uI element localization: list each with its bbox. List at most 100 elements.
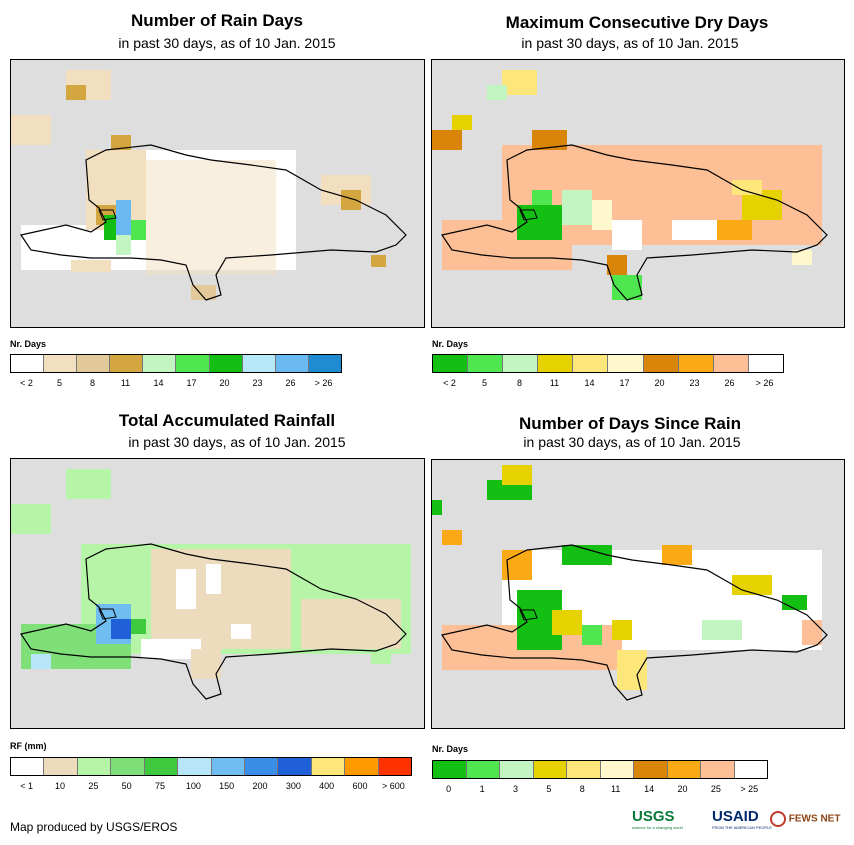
legend-swatch (466, 761, 500, 778)
legend-swatch (433, 761, 467, 778)
legend-tick-label: 11 (611, 784, 621, 794)
legend-swatch (211, 758, 245, 775)
legend-swatch (538, 355, 574, 372)
grid-cells (11, 70, 386, 300)
legend-tick-label: 8 (89, 378, 96, 388)
legend-tick-label: 25 (710, 784, 721, 794)
legend-swatch (44, 355, 78, 372)
legend-tick-label: 26 (285, 378, 296, 388)
panel-title-rainfall: Total Accumulated Rainfall (118, 411, 336, 430)
panel-title-since-rain: Number of Days Since Rain (518, 414, 741, 433)
legend-swatch (110, 355, 144, 372)
legend-tick-label: 20 (219, 378, 230, 388)
legend-tick-label: 3 (512, 784, 519, 794)
panel-subtitle-rainfall: in past 30 days, as of 10 Jan. 2015 (128, 434, 346, 450)
legend-swatch (311, 758, 346, 775)
legend-swatch (701, 761, 735, 778)
legend-tick-label: > 600 (381, 781, 405, 791)
legend-tick-label: 150 (219, 781, 235, 791)
usgs-logo: USGS science for a changing world (632, 808, 683, 830)
map-rain-days (10, 59, 425, 328)
legend-tick-label: > 26 (314, 378, 333, 388)
legend-swatch (608, 355, 644, 372)
legend-swatch (533, 761, 567, 778)
legend-title-rainfall: RF (mm) (10, 741, 47, 751)
panel-title-rain-days: Number of Rain Days (131, 11, 303, 30)
map-canvas (432, 70, 828, 301)
map-canvas (432, 465, 828, 701)
legend-tick-label: 11 (120, 378, 131, 388)
legend-tick-label: 300 (285, 781, 301, 791)
legend-tick-label: 17 (186, 378, 197, 388)
legend-swatch (734, 761, 767, 778)
legend-tick-label: 23 (689, 378, 700, 388)
legend-tick-label: < 2 (20, 378, 33, 388)
legend-title-since-rain: Nr. Days (432, 744, 469, 754)
legend-swatch (209, 355, 243, 372)
island-outline (441, 544, 828, 701)
legend-tick-label: 1 (479, 784, 485, 794)
legend-tick-label: 75 (154, 781, 166, 791)
legend-tick-label: 14 (153, 378, 164, 388)
legend-swatch (77, 758, 112, 775)
island-outline (441, 144, 828, 301)
legend-bar-rainfall (10, 757, 412, 776)
legend-tick-label: 10 (54, 781, 66, 791)
legend-tick-label: 5 (56, 378, 63, 388)
usaid-logo: USAID FROM THE AMERICAN PEOPLE (712, 808, 772, 830)
legend-swatch (573, 355, 609, 372)
map-rainfall (10, 458, 425, 729)
legend-swatch (308, 355, 341, 372)
usgs-tagline: science for a changing world (632, 825, 683, 830)
legend-swatch (667, 761, 701, 778)
legend-bar-dry-days (432, 354, 784, 373)
legend-swatch (748, 355, 783, 372)
legend-swatch (143, 355, 177, 372)
legend-title-dry-days: Nr. Days (432, 339, 469, 349)
lake-outline (98, 608, 117, 620)
legend-tick-label: 0 (446, 784, 452, 794)
legend-swatch (176, 355, 210, 372)
legend-tick-label: 23 (252, 378, 263, 388)
lake-outline (519, 609, 538, 621)
legend-swatch (345, 758, 379, 775)
legend-bar-since-rain (432, 760, 768, 779)
legend-swatch (634, 761, 668, 778)
legend-swatch (468, 355, 504, 372)
legend-tick-label: 5 (546, 784, 552, 794)
footer-credit: Map produced by USGS/EROS (10, 820, 178, 834)
legend-swatch (500, 761, 534, 778)
legend-tick-label: < 2 (443, 378, 456, 388)
legend-tick-label: 600 (352, 781, 368, 791)
panel-subtitle-rain-days: in past 30 days, as of 10 Jan. 2015 (118, 35, 336, 51)
fews-net-icon (770, 811, 786, 827)
grid-cells (432, 70, 822, 300)
legend-swatch (111, 758, 145, 775)
legend-tick-label: 20 (654, 378, 665, 388)
panel-subtitle-since-rain: in past 30 days, as of 10 Jan. 2015 (523, 434, 741, 450)
legend-tick-label: > 25 (740, 784, 759, 794)
grid-cells (11, 469, 411, 679)
panel-subtitle-dry-days: in past 30 days, as of 10 Jan. 2015 (521, 35, 739, 51)
legend-swatch (178, 758, 212, 775)
island-outline (20, 144, 407, 301)
grid-cells (432, 465, 822, 690)
legend-tick-label: 8 (516, 378, 523, 388)
legend-swatch (11, 758, 45, 775)
legend-title-rain-days: Nr. Days (10, 339, 47, 349)
usgs-logo-text: USGS (632, 808, 675, 825)
legend-swatch (275, 355, 309, 372)
legend-tick-label: 5 (481, 378, 488, 388)
legend-swatch (378, 758, 412, 775)
usaid-tagline: FROM THE AMERICAN PEOPLE (712, 825, 772, 830)
legend-swatch (278, 758, 312, 775)
legend-swatch (77, 355, 111, 372)
legend-tick-label: 11 (549, 378, 560, 388)
legend-swatch (44, 758, 78, 775)
legend-swatch (643, 355, 679, 372)
legend-tick-label: 200 (252, 781, 268, 791)
map-since-rain (431, 459, 845, 729)
map-dry-days (431, 59, 845, 328)
legend-swatch (600, 761, 634, 778)
legend-tick-label: 25 (88, 781, 99, 791)
